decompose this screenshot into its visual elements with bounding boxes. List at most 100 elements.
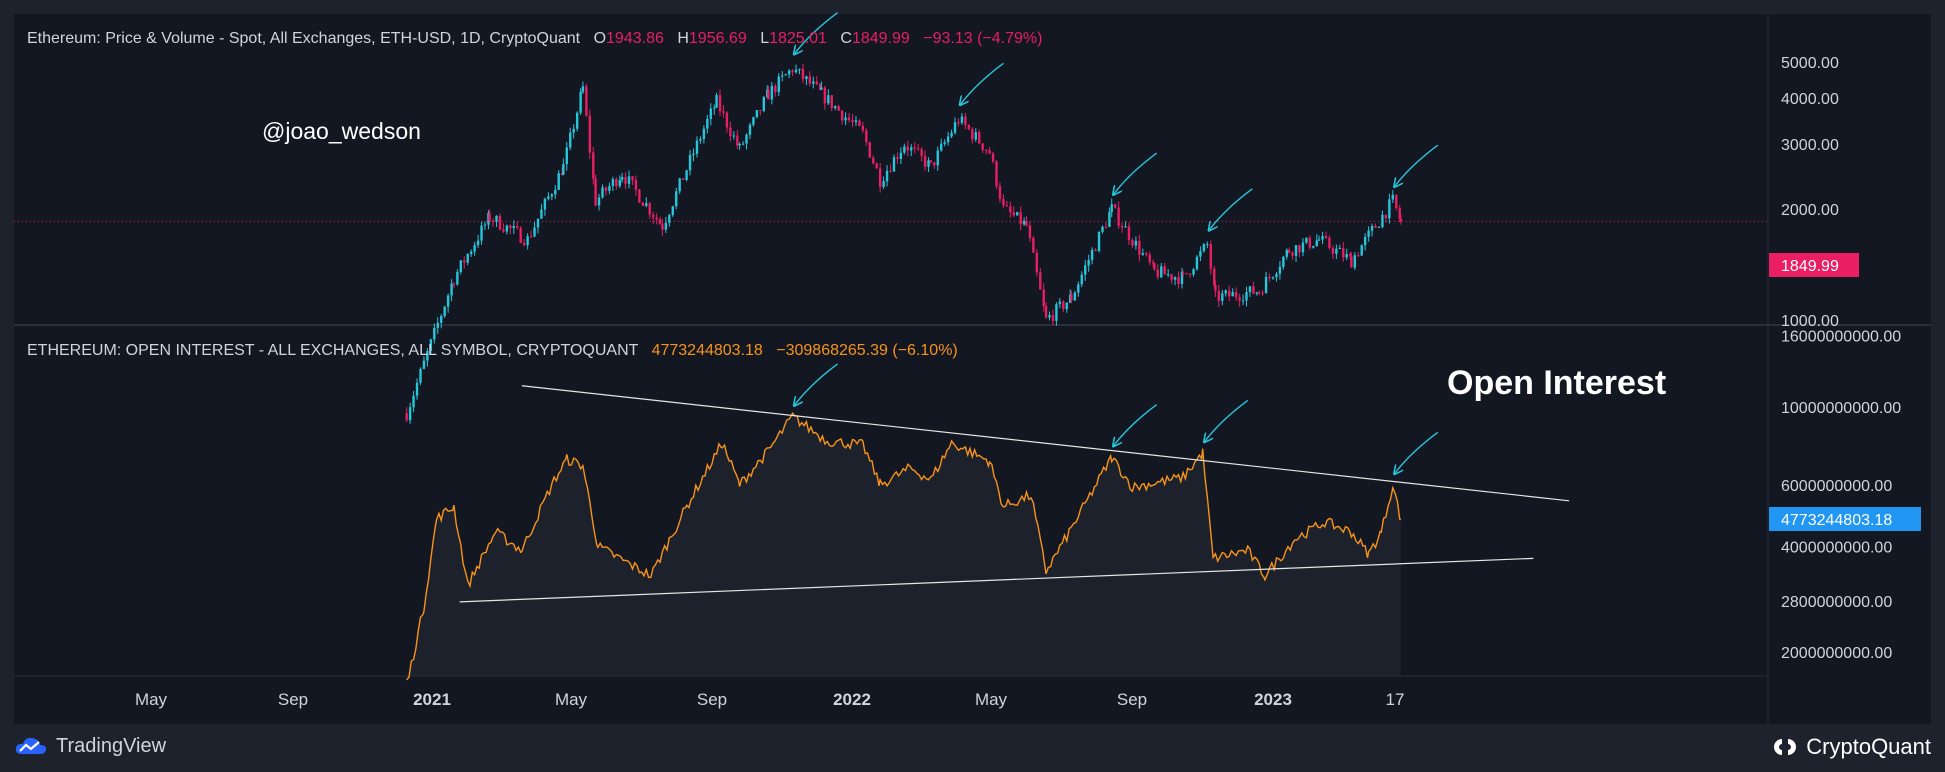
candle-body (875, 163, 878, 169)
upper-trendline (521, 385, 1570, 502)
candle-body (466, 254, 469, 263)
candle-body (1338, 248, 1342, 250)
candle-body (865, 130, 868, 143)
candle-body (1138, 240, 1141, 255)
chart-canvas[interactable]: 1000.00 2000.00 3000.00 4000.00 5000.00 2000… (0, 0, 1945, 724)
candle-body (950, 132, 953, 137)
candle-body (495, 215, 498, 222)
candle-body (1348, 254, 1352, 256)
candle-body (1077, 284, 1080, 293)
oi-arrow (1395, 431, 1439, 473)
candle-body (519, 227, 522, 243)
candle-body (450, 283, 453, 296)
candle-body (554, 189, 557, 195)
candle-body (618, 179, 621, 187)
candle-body (929, 160, 933, 163)
candle-body (1110, 204, 1113, 213)
candle-body (808, 76, 812, 84)
oi-area-fill (406, 413, 1401, 680)
candle-body (709, 108, 712, 119)
candle-body (718, 95, 722, 112)
candle-body (1360, 245, 1363, 256)
candle-body (1073, 292, 1077, 301)
candle-body (943, 142, 946, 144)
price-axis-label: 2000.00 (1781, 202, 1839, 219)
candle-body (522, 242, 526, 246)
author-watermark: @joao_wedson (262, 118, 421, 144)
candle-body (762, 97, 765, 111)
candle-body (1097, 231, 1101, 251)
price-axis-area[interactable] (1768, 14, 1931, 676)
candle-body (1070, 294, 1073, 301)
tradingview-label: TradingView (56, 734, 167, 757)
candle-body (1185, 273, 1188, 275)
oi-arrow (1114, 404, 1158, 446)
candle-body (827, 95, 830, 104)
time-axis-label: 17 (1386, 690, 1405, 709)
time-axis-area[interactable] (14, 676, 1768, 724)
candle-body (868, 142, 871, 158)
candle-body (1188, 273, 1192, 275)
candle-body (1012, 212, 1015, 216)
candle-body (1308, 237, 1312, 248)
candle-body (830, 95, 833, 109)
candle-body (1377, 227, 1381, 229)
candle-body (533, 227, 536, 237)
candle-body (861, 125, 865, 131)
candle-body (910, 147, 913, 151)
candle-body (745, 134, 748, 144)
candle-body (927, 160, 930, 167)
cryptoquant-logo-icon (1774, 739, 1797, 755)
oi-axis-label: 2000000000.00 (1781, 645, 1892, 662)
candle-body (1101, 226, 1104, 232)
candle-body (459, 260, 463, 272)
candle-body (1399, 218, 1403, 222)
candle-body (1170, 274, 1173, 280)
candle-body (1312, 246, 1315, 248)
last-price-badge-text: 1849.99 (1781, 258, 1839, 275)
tradingview-logo[interactable]: TradingView (14, 734, 166, 758)
candle-body (847, 117, 851, 121)
candle-body (575, 112, 579, 129)
candle-body (569, 132, 572, 148)
footer-bar: TradingView CryptoQuant (0, 724, 1945, 772)
candle-body (837, 106, 840, 111)
candle-body (1264, 277, 1268, 294)
candle-body (1104, 226, 1108, 228)
candle-body (1213, 268, 1216, 286)
candle-body (433, 327, 436, 340)
candle-body (892, 157, 896, 172)
candle-body (715, 95, 718, 108)
candle-body (1042, 289, 1045, 306)
candle-body (1166, 274, 1170, 276)
candle-body (801, 68, 805, 79)
candle-body (1195, 256, 1199, 270)
candle-body (1019, 212, 1022, 225)
candle-body (858, 120, 861, 126)
candle-body (1141, 253, 1145, 255)
oi-axis-label: 6000000000.00 (1781, 478, 1892, 495)
candle-body (960, 116, 964, 123)
candle-body (752, 117, 755, 125)
candle-body (1120, 225, 1124, 228)
oi-arrow (1205, 399, 1249, 441)
candle-body (405, 412, 408, 421)
candle-body (1275, 273, 1278, 278)
last-price-badge (1769, 253, 1859, 277)
candle-body (565, 147, 568, 165)
candle-body (681, 178, 685, 180)
candle-body (812, 81, 815, 84)
cryptoquant-logo[interactable]: CryptoQuant (1770, 734, 1931, 760)
candle-body (1131, 240, 1134, 246)
candle-body (1345, 254, 1348, 258)
candle-body (991, 153, 995, 162)
oi-pane[interactable] (14, 326, 1768, 676)
candle-body (581, 86, 585, 92)
candle-body (1298, 245, 1301, 253)
lower-trendline (459, 557, 1534, 603)
candle-body (1241, 300, 1245, 302)
candle-body (770, 85, 774, 100)
oi-axis-label: 10000000000.00 (1781, 400, 1901, 417)
candle-body (422, 360, 426, 369)
candle-body (787, 70, 791, 75)
